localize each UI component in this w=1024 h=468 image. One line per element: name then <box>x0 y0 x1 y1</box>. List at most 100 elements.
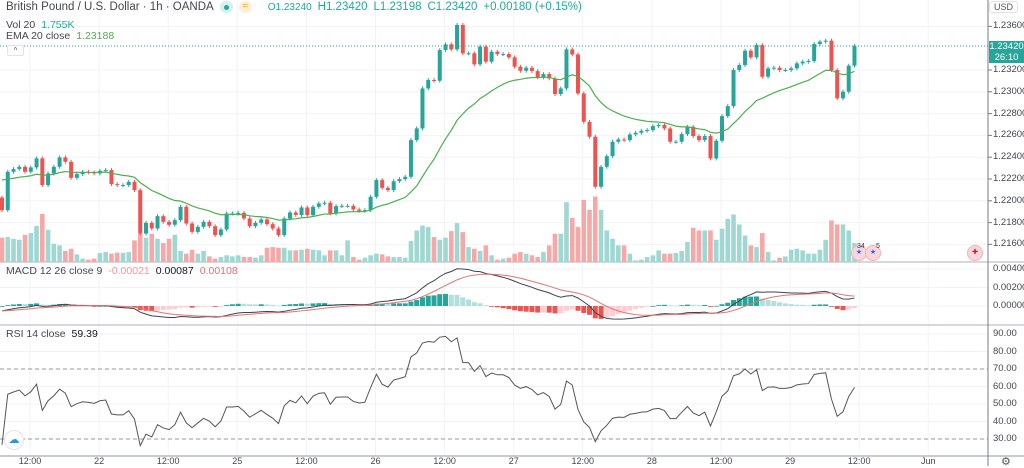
volume-bar <box>535 257 540 262</box>
currency-button[interactable]: USD <box>988 1 1018 13</box>
macd-histogram-bar <box>633 306 639 310</box>
price-axis-label: 1.22600 <box>993 129 1024 141</box>
volume-bar <box>97 253 103 262</box>
rsi-axis-label: 30.00 <box>993 433 1017 444</box>
candle-body <box>28 167 33 172</box>
candle-body <box>737 65 742 70</box>
candle <box>23 164 28 174</box>
macd-histogram-bar <box>264 304 270 306</box>
ema-value: 1.23188 <box>76 30 115 42</box>
volume-bar <box>391 257 396 262</box>
time-axis-label: 28 <box>647 456 657 466</box>
price-axis-label: 1.21800 <box>993 216 1024 228</box>
candle-body <box>432 80 436 82</box>
candle <box>731 68 736 109</box>
volume-bar <box>604 230 610 262</box>
macd-histogram-bar <box>206 306 212 307</box>
volume-bar <box>592 196 598 262</box>
candle-body <box>489 51 494 62</box>
candle <box>345 203 350 208</box>
ema-legend[interactable]: EMA 20 close 1.23188 <box>6 30 114 42</box>
symbol-title[interactable]: British Pound / U.S. Dollar · 1h · OANDA <box>6 1 214 13</box>
candle-body <box>558 88 563 95</box>
macd-histogram-bar <box>851 306 857 308</box>
candle-body <box>339 205 344 207</box>
macd-histogram-bar <box>846 306 852 310</box>
macd-histogram-bar <box>304 303 310 306</box>
candle <box>380 178 385 190</box>
volume-bar <box>40 213 45 262</box>
macd-histogram-bar <box>840 306 846 311</box>
candle <box>599 164 604 189</box>
candle <box>708 134 713 161</box>
macd-histogram-bar <box>345 304 351 306</box>
candle <box>823 38 828 44</box>
time-axis-label: 27 <box>509 456 519 466</box>
candle-body <box>685 126 690 135</box>
macd-histogram-bar <box>425 295 431 306</box>
cloud-save-icon[interactable]: ☁ <box>4 430 24 450</box>
volume-bar <box>345 240 350 262</box>
macd-histogram-bar <box>293 303 299 306</box>
rsi-axis-label: 50.00 <box>993 398 1017 409</box>
volume-bar <box>569 217 575 262</box>
candle <box>840 89 845 101</box>
candle-body <box>812 44 817 62</box>
volume-bar <box>506 257 512 262</box>
candle <box>806 59 811 64</box>
candle <box>276 226 281 238</box>
macd-histogram-bar <box>771 301 777 306</box>
candle <box>576 52 580 96</box>
macd-histogram-bar <box>777 302 783 306</box>
candle <box>80 169 85 177</box>
volume-bar <box>322 255 327 262</box>
candle-body <box>69 161 74 178</box>
macd-histogram-bar <box>529 306 535 313</box>
macd-histogram-bar <box>212 306 218 307</box>
volume-bar <box>241 257 247 262</box>
volume-bar <box>287 250 293 262</box>
volume-bar <box>558 233 564 262</box>
candle <box>794 61 799 71</box>
candle-body <box>345 205 350 207</box>
candle <box>754 43 759 60</box>
volume-bar <box>270 247 276 262</box>
market-status-icon[interactable] <box>219 1 233 13</box>
volume-bar <box>472 248 477 262</box>
data-menu-icon[interactable]: = <box>238 1 252 13</box>
volume-bar <box>656 250 661 262</box>
rsi-legend[interactable]: RSI 14 close 59.39 <box>6 328 98 340</box>
macd-value: 0.00087 <box>155 265 194 277</box>
volume-label: Vol 20 <box>6 19 36 31</box>
volume-bar <box>431 237 437 262</box>
uk-event-flag-icon[interactable]: ✚ <box>967 245 983 261</box>
volume-bar <box>316 250 322 262</box>
macd-histogram-bar <box>103 305 109 307</box>
collapse-legend-button[interactable]: ^ <box>7 45 24 56</box>
volume-bar <box>448 231 454 262</box>
candle <box>414 126 419 143</box>
rsi-axis-label: 70.00 <box>993 363 1017 374</box>
candle-body <box>581 93 586 122</box>
candle-body <box>483 46 488 62</box>
us-event-count-a: 34 <box>857 243 865 250</box>
volume-bar <box>748 245 754 262</box>
candle-body <box>840 91 845 99</box>
volume-bar <box>16 239 22 262</box>
candle-body <box>720 116 724 141</box>
macd-histogram-bar <box>684 304 690 306</box>
candle <box>552 76 557 97</box>
volume-bar <box>11 238 16 262</box>
macd-histogram-bar <box>782 303 788 306</box>
volume-bar <box>483 245 489 262</box>
macd-legend[interactable]: MACD 12 26 close 9 -0.00021 0.00087 0.00… <box>6 265 238 277</box>
us-event-flag-icon[interactable]: ★ <box>865 245 881 261</box>
candle-body <box>144 222 148 234</box>
candle <box>714 138 719 161</box>
time-axis-label: 25 <box>232 456 242 466</box>
volume-legend[interactable]: Vol 20 1.755K <box>6 19 74 31</box>
macd-histogram-bar <box>494 306 500 308</box>
macd-histogram-bar <box>11 304 17 306</box>
settings-gear-icon[interactable]: ⚙ <box>1001 456 1011 468</box>
